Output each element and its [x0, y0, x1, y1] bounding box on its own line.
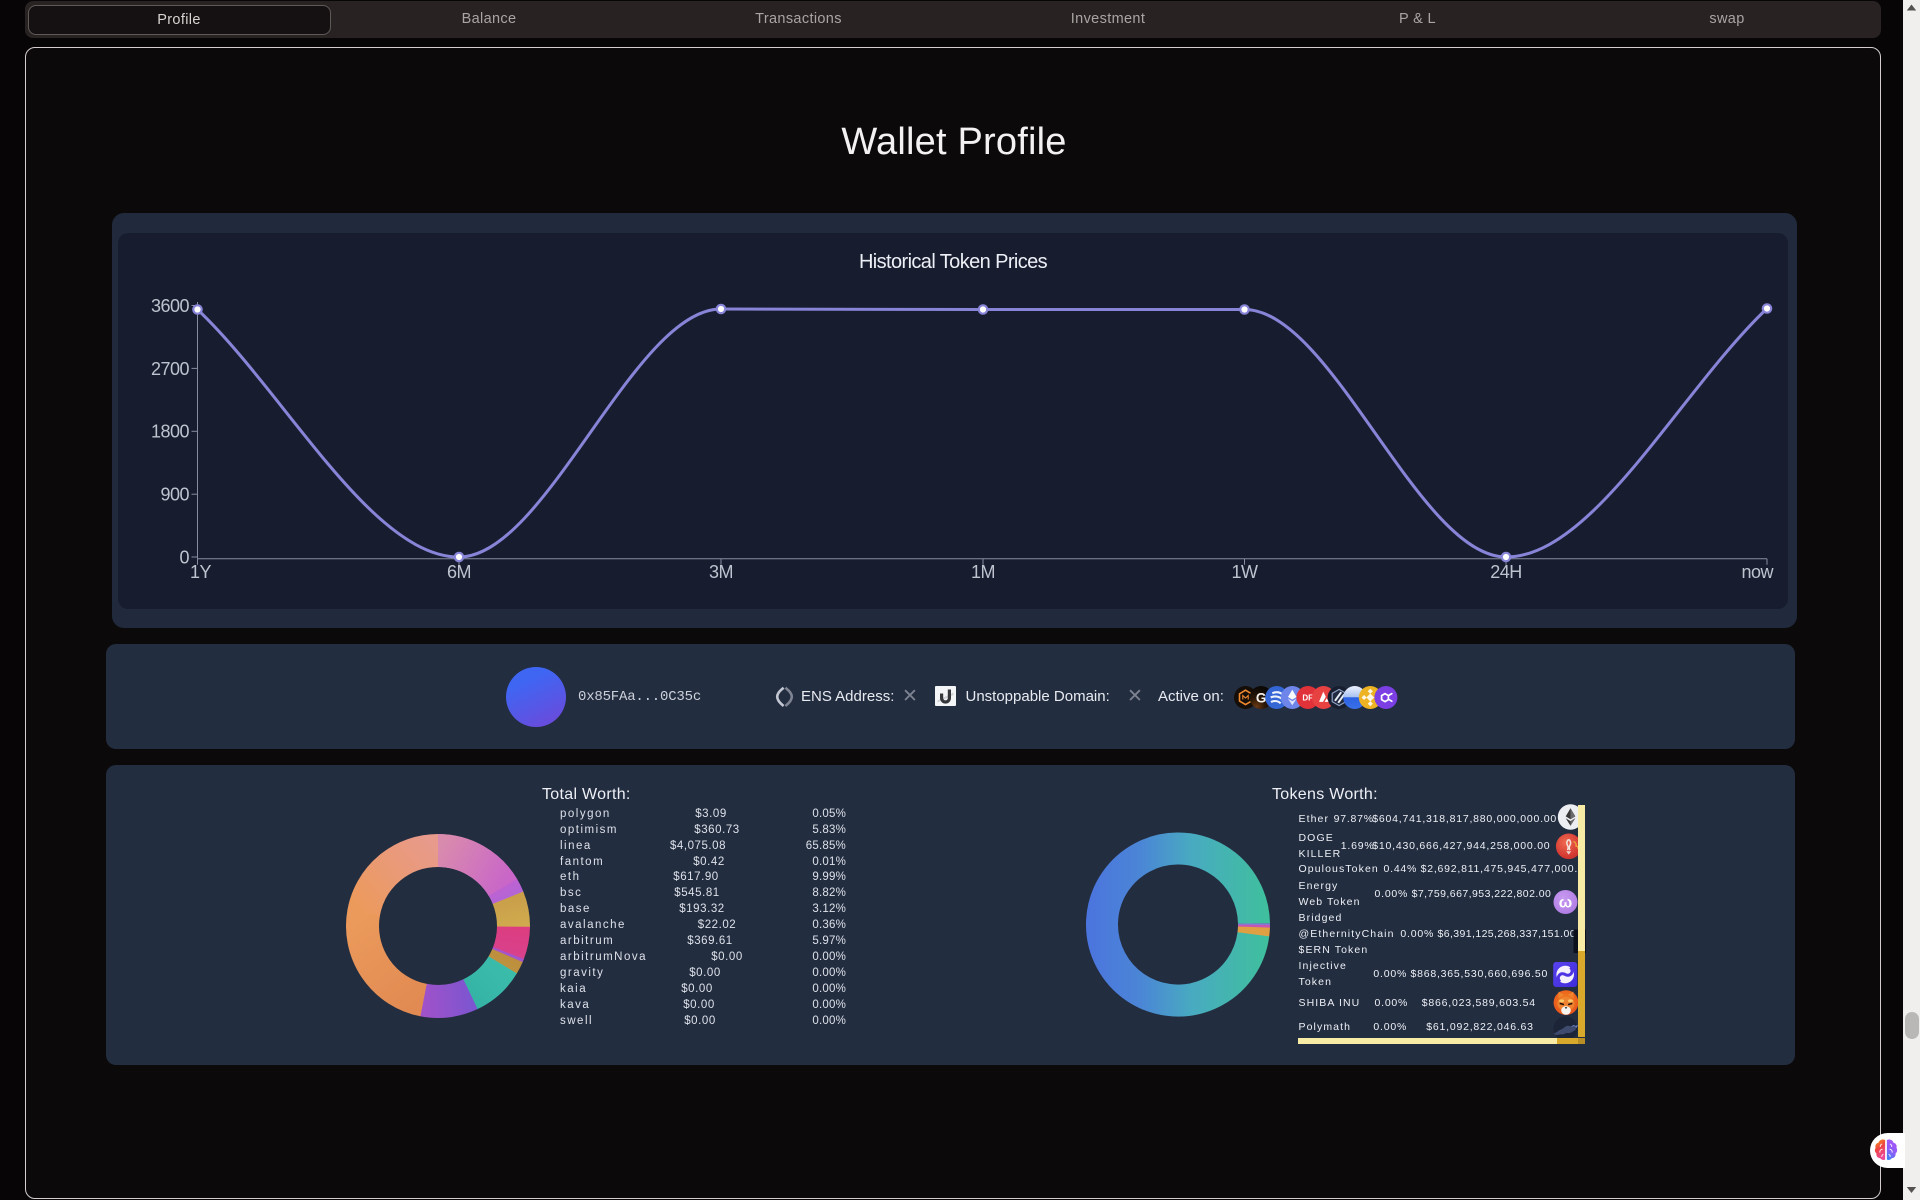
- svg-text:G: G: [1255, 690, 1266, 705]
- svg-text:3600: 3600: [151, 296, 190, 316]
- svg-text:900: 900: [160, 485, 189, 505]
- svg-text:1M: 1M: [971, 562, 995, 582]
- svg-text:24H: 24H: [1490, 562, 1522, 582]
- svg-text:DF: DF: [1302, 693, 1313, 702]
- svg-text:1Y: 1Y: [190, 562, 212, 582]
- svg-text:1800: 1800: [151, 422, 190, 442]
- svg-text:3M: 3M: [709, 562, 733, 582]
- svg-text:ω: ω: [1559, 895, 1573, 912]
- svg-text:6M: 6M: [447, 562, 471, 582]
- svg-text:2700: 2700: [151, 359, 190, 379]
- svg-text:now: now: [1741, 562, 1774, 582]
- svg-text:1W: 1W: [1232, 562, 1259, 582]
- svg-text:0: 0: [179, 547, 189, 567]
